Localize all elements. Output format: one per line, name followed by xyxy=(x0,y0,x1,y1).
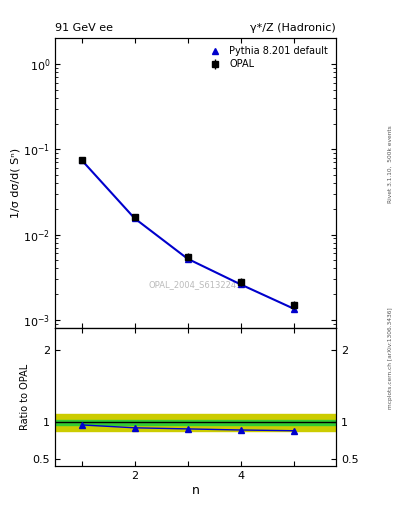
Pythia 8.201 default xyxy=(185,255,190,262)
Pythia 8.201 default xyxy=(132,215,137,221)
Text: Rivet 3.1.10,  500k events: Rivet 3.1.10, 500k events xyxy=(388,125,393,203)
Y-axis label: Ratio to OPAL: Ratio to OPAL xyxy=(20,364,30,430)
Text: γ*/Z (Hadronic): γ*/Z (Hadronic) xyxy=(250,23,336,33)
Legend: Pythia 8.201 default, OPAL: Pythia 8.201 default, OPAL xyxy=(202,43,331,72)
Line: Pythia 8.201 default: Pythia 8.201 default xyxy=(78,157,297,312)
Text: OPAL_2004_S6132243: OPAL_2004_S6132243 xyxy=(149,280,242,289)
X-axis label: n: n xyxy=(191,483,200,497)
Pythia 8.201 default xyxy=(238,281,243,287)
Pythia 8.201 default xyxy=(79,157,84,163)
Pythia 8.201 default xyxy=(291,306,296,312)
Text: mcplots.cern.ch [arXiv:1306.3436]: mcplots.cern.ch [arXiv:1306.3436] xyxy=(388,308,393,409)
Text: 91 GeV ee: 91 GeV ee xyxy=(55,23,113,33)
Y-axis label: 1/σ dσ/d( Sⁿ): 1/σ dσ/d( Sⁿ) xyxy=(10,148,20,218)
